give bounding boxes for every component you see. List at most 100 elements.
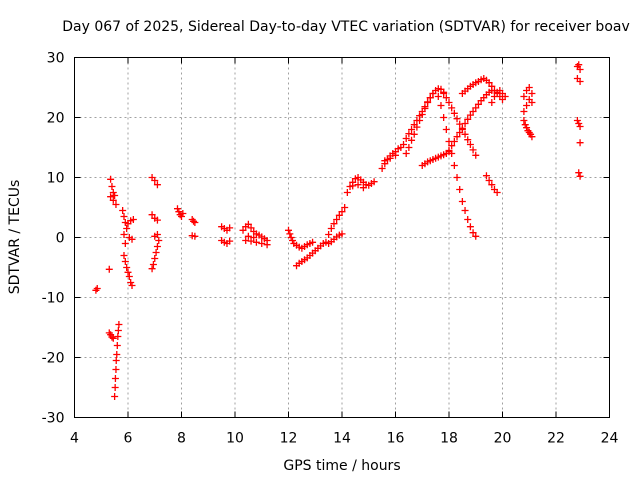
data-point bbox=[112, 357, 120, 364]
data-point bbox=[112, 201, 120, 208]
grid bbox=[74, 57, 610, 418]
data-point bbox=[153, 181, 161, 189]
data-point bbox=[501, 93, 509, 100]
data-point bbox=[523, 87, 531, 94]
data-point bbox=[575, 61, 583, 69]
data-point bbox=[575, 120, 583, 127]
y-tick-label: -10 bbox=[42, 291, 65, 307]
x-tick-label: 14 bbox=[333, 431, 351, 447]
y-tick-label: -30 bbox=[42, 411, 65, 427]
data-point bbox=[244, 220, 252, 228]
data-point bbox=[338, 230, 346, 238]
data-point bbox=[400, 141, 408, 148]
y-axis-label: SDTVAR / TECUs bbox=[7, 180, 23, 295]
data-point bbox=[120, 231, 128, 238]
data-point bbox=[482, 172, 490, 180]
data-point bbox=[239, 226, 247, 234]
y-tick-label: -20 bbox=[42, 351, 65, 367]
data-point bbox=[338, 208, 346, 216]
data-point bbox=[285, 226, 292, 234]
data-point bbox=[151, 255, 159, 262]
data-point bbox=[149, 261, 157, 268]
data-point bbox=[191, 232, 199, 240]
y-tick-label: 10 bbox=[47, 171, 65, 187]
data-point bbox=[413, 123, 421, 131]
data-point bbox=[343, 189, 351, 196]
data-point bbox=[108, 183, 116, 190]
data-point bbox=[111, 192, 119, 199]
data-point bbox=[151, 177, 159, 184]
data-point bbox=[461, 130, 469, 138]
data-point bbox=[576, 78, 584, 85]
data-point bbox=[576, 123, 584, 130]
data-point bbox=[472, 232, 480, 240]
data-point bbox=[450, 138, 458, 145]
data-point bbox=[120, 252, 128, 259]
data-point bbox=[112, 366, 120, 373]
data-point bbox=[576, 66, 584, 73]
x-axis-label: GPS time / hours bbox=[283, 458, 400, 474]
data-point bbox=[113, 351, 121, 358]
data-point bbox=[456, 186, 464, 193]
data-point bbox=[488, 99, 496, 106]
data-point bbox=[466, 223, 474, 231]
data-point bbox=[309, 238, 317, 246]
data-point bbox=[472, 151, 480, 159]
data-point bbox=[111, 393, 119, 400]
data-point bbox=[327, 225, 335, 232]
x-tick-label: 6 bbox=[124, 431, 133, 447]
data-point bbox=[464, 136, 472, 144]
data-point bbox=[124, 268, 132, 276]
data-point bbox=[128, 235, 136, 243]
data-point bbox=[148, 265, 156, 273]
data-point bbox=[456, 129, 464, 136]
data-point bbox=[523, 102, 531, 109]
data-point bbox=[464, 216, 472, 223]
data-point bbox=[127, 279, 135, 286]
data-point bbox=[153, 243, 161, 250]
x-tick-label: 16 bbox=[387, 431, 405, 447]
x-tick-label: 18 bbox=[440, 431, 458, 447]
data-point bbox=[418, 111, 426, 118]
data-point bbox=[175, 208, 183, 216]
data-point bbox=[424, 99, 432, 106]
data-point bbox=[178, 213, 185, 220]
data-point bbox=[152, 249, 160, 256]
data-point bbox=[330, 220, 338, 228]
data-point bbox=[108, 333, 116, 341]
data-point bbox=[121, 258, 129, 265]
data-point bbox=[493, 189, 501, 196]
data-point bbox=[93, 285, 101, 292]
data-point bbox=[437, 102, 445, 109]
data-point bbox=[528, 133, 536, 141]
data-point bbox=[520, 93, 528, 100]
data-point bbox=[386, 154, 394, 162]
data-point bbox=[114, 327, 122, 334]
data-point bbox=[445, 147, 453, 154]
data-point bbox=[370, 178, 378, 186]
data-point bbox=[528, 90, 536, 97]
data-point bbox=[458, 124, 466, 132]
data-point bbox=[148, 211, 156, 219]
data-point bbox=[109, 189, 117, 196]
data-point bbox=[421, 105, 429, 112]
data-point bbox=[378, 165, 386, 172]
data-point bbox=[247, 224, 255, 232]
y-tick-label: 0 bbox=[56, 231, 65, 247]
data-point bbox=[109, 334, 117, 342]
x-tick-label: 10 bbox=[226, 431, 244, 447]
data-point bbox=[466, 141, 474, 148]
x-tick-label: 24 bbox=[601, 431, 619, 447]
data-point bbox=[335, 211, 343, 219]
data-point bbox=[442, 94, 450, 102]
data-point bbox=[402, 135, 410, 142]
data-point bbox=[333, 216, 341, 223]
data-point bbox=[354, 181, 362, 189]
data-point bbox=[458, 198, 466, 205]
data-point bbox=[461, 207, 469, 214]
data-point bbox=[461, 120, 469, 127]
data-point bbox=[521, 121, 529, 129]
data-point bbox=[179, 210, 187, 217]
data-point bbox=[123, 264, 131, 271]
